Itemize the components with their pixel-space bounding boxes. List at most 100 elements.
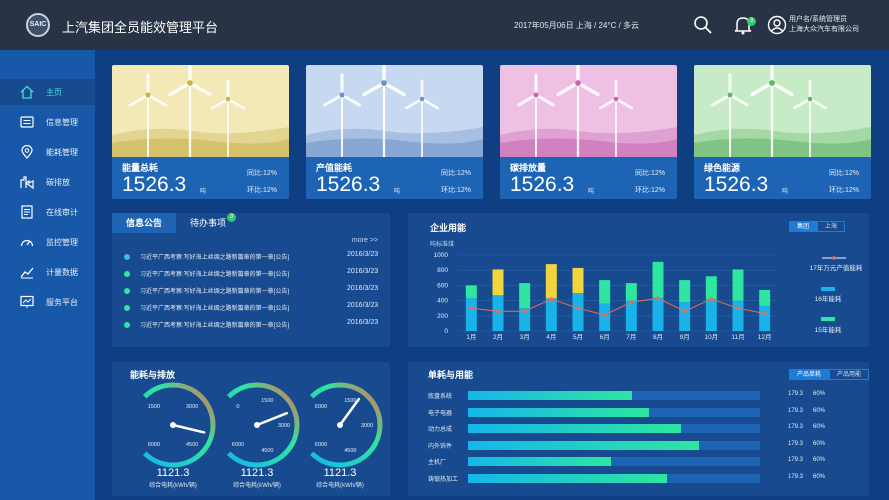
row-label: 内外饰件 [428,443,453,450]
gauge-value: 1121.3 [323,467,357,479]
gauge-tick-label: 3000 [278,423,290,429]
turbine-shape [556,65,600,157]
gauge-label: 综合电耗(kWh/辆) [233,483,281,489]
gauge-needle [338,397,361,427]
y-tick-label: 800 [437,267,448,274]
gauge-tick-label: 1500 [148,404,160,410]
line-point [629,300,634,304]
kpi-card-total-energy[interactable]: 能量总耗 1526.3 吨 同比:12% 环比:12% [112,65,289,199]
sidebar-item-label: 能耗管理 [46,148,78,157]
tab-notices[interactable]: 信息公告 [112,213,177,233]
scope-group-button[interactable]: 集团 [789,221,818,232]
turbine-shape [129,73,167,157]
card-mom: 环比:12% [247,187,277,194]
x-tick-label: 10月 [704,333,718,341]
kpi-card-carbon[interactable]: 碳排放量 1526.3 吨 同比:12% 环比:12% [500,65,677,199]
notice-panel: 信息公告 待办事项3 more >> 习近平广西考察:写好海上丝绸之路新篇章的第… [112,213,390,347]
unit-energy-row[interactable]: 铸锻热加工 179.3 60% [428,472,848,484]
sidebar-item-service[interactable]: 服务平台 [0,289,95,315]
bar-16 [572,293,584,331]
notice-date: 2016/3/23 [347,319,379,326]
notice-row[interactable]: 习近平广西考察:写好海上丝绸之路新篇章的第一章[公告] 2016/3/23 [124,319,386,331]
progress-fill [468,391,632,400]
kpi-card-green-energy[interactable]: 绿色能源 1526.3 吨 同比:12% 环比:12% [694,65,871,199]
sidebar-item-metering[interactable]: 计量数据 [0,259,95,285]
turbine-shape [405,79,439,157]
turbine-shape [599,79,633,157]
progress-fill [468,424,682,433]
bar-16 [705,299,717,331]
enterprise-energy-chart: 吨标准煤 0 200 400 600 800 1000 1月 2月 3月 4月 5月 6月 7月 8月 9月 1… [430,240,863,341]
sidebar-item-monitor[interactable]: 监控管理 [0,229,95,255]
date-weather: 2017年05月06日 上海 / 24°C / 多云 [514,21,640,30]
gauge-hub [337,422,343,428]
card-mom: 环比:12% [635,187,665,194]
card-unit: 吨 [588,189,595,195]
card-mom: 环比:12% [829,187,859,194]
x-tick-label: 8月 [653,333,663,341]
panel-title: 能耗与排放 [130,370,176,380]
series-line-17 [471,297,765,316]
product-usage-button[interactable]: 产品用能 [829,369,869,380]
card-yoy: 同比:12% [441,170,471,177]
y-tick-label: 200 [437,313,448,320]
user-info[interactable]: 用户名/系统管理员 上海大众汽车有限公司 [789,15,859,35]
scope-shanghai-button[interactable]: 上海 [817,221,846,232]
gauge-tick-label: 6000 [148,442,160,448]
legend-bar1-label: 16年能耗 [815,294,842,303]
notice-dot-icon [124,305,130,311]
gauge-tick-label: 1500 [344,398,356,404]
product-unit-button[interactable]: 产品单耗 [789,369,829,380]
row-label: 铸锻热加工 [428,476,459,483]
card-unit: 吨 [394,189,401,195]
gauge-arc [309,382,383,468]
notice-date: 2016/3/23 [347,302,379,309]
sidebar-item-audit[interactable]: 在线审计 [0,199,95,225]
turbine-shape [517,73,555,157]
search-icon[interactable] [693,15,713,35]
kpi-card-output-energy[interactable]: 产值能耗 1526.3 吨 同比:12% 环比:12% [306,65,483,199]
bar-16 [492,295,504,331]
notice-dot-icon [124,254,130,260]
row-label: 电子电器 [428,410,453,417]
line-point [549,297,554,301]
unit-energy-row[interactable]: 主机厂 179.3 60% [428,455,848,467]
y-tick-label: 400 [437,298,448,305]
unit-energy-row[interactable]: 底盘系统 179.3 60% [428,389,848,401]
x-tick-label: 7月 [626,333,636,341]
line-point [656,296,660,301]
line-point [602,313,607,317]
gauge-tick-label: 0 [236,404,239,410]
notice-dot-icon [124,322,130,328]
sidebar-item-label: 信息管理 [46,118,78,127]
card-value: 1526.3 [316,173,381,196]
card-value: 1526.3 [704,173,769,196]
notice-text: 习近平广西考察:写好海上丝绸之路新篇章的第一章[公告] [140,323,290,329]
gauge-tick-label: 3000 [186,404,198,410]
more-link[interactable]: more >> [351,237,378,244]
user-avatar-icon[interactable] [767,15,787,35]
notice-row[interactable]: 习近平广西考察:写好海上丝绸之路新篇章的第一章[公告] 2016/3/23 [124,268,386,280]
unit-energy-row[interactable]: 动力总成 179.3 60% [428,422,848,434]
unit-energy-row[interactable]: 电子电器 179.3 60% [428,406,848,418]
sidebar-item-energy[interactable]: 能耗管理 [0,139,95,165]
unit-energy-row[interactable]: 内外饰件 179.3 60% [428,439,848,451]
notice-row[interactable]: 习近平广西考察:写好海上丝绸之路新篇章的第一章[公告] 2016/3/23 [124,285,386,297]
x-tick-label: 12月 [758,333,772,341]
y-axis-title: 吨标准煤 [430,240,454,248]
gauge-label: 综合电耗(kWh/辆) [149,483,197,489]
sidebar-item-info[interactable]: 信息管理 [0,109,95,135]
sidebar-item-home[interactable]: 主页 [0,79,95,105]
tab-todo[interactable]: 待办事项3 [176,213,250,233]
bar-15 [492,269,504,296]
y-tick-label: 600 [437,282,448,289]
notice-text: 习近平广西考察:写好海上丝绸之路新篇章的第一章[公告] [140,255,290,261]
card-value: 1526.3 [122,173,187,196]
notice-row[interactable]: 习近平广西考察:写好海上丝绸之路新篇章的第一章[公告] 2016/3/23 [124,302,386,314]
info-list-icon [20,116,34,128]
sidebar-item-carbon[interactable]: 碳排放 [0,169,95,195]
bar-15 [652,261,664,298]
y-tick-label: 0 [444,328,448,335]
factory-icon [20,176,34,189]
notice-row[interactable]: 习近平广西考察:写好海上丝绸之路新篇章的第一章[公告] 2016/3/23 [124,251,386,263]
